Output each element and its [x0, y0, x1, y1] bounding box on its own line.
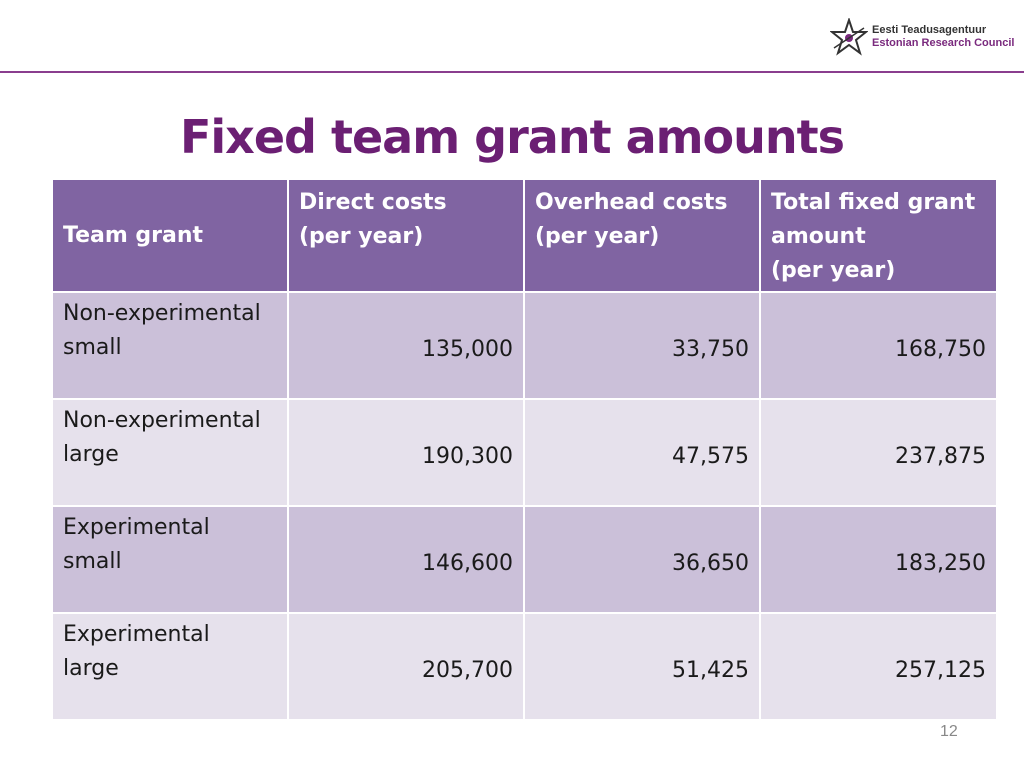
star-emblem-icon [830, 18, 868, 56]
direct-costs-cell: 146,600 [287, 505, 525, 614]
grant-type-line1: Non-experimental [63, 301, 261, 326]
slide-title: Fixed team grant amounts [179, 110, 845, 164]
direct-costs-cell: 135,000 [287, 291, 525, 400]
page-number: 12 [940, 723, 958, 740]
table-row: Experimental small 146,600 36,650 183,25… [51, 505, 998, 614]
grant-type-line1: Non-experimental [63, 408, 261, 433]
grant-type-cell: Non-experimental small [51, 291, 289, 400]
logo-text-estonian: Eesti Teadusagentuur [872, 24, 987, 36]
header-divider [0, 71, 1024, 73]
grant-type-line2: large [63, 656, 119, 681]
total-grant-cell: 168,750 [759, 291, 998, 400]
grant-type-line1: Experimental [63, 515, 210, 540]
table-row: Non-experimental large 190,300 47,575 23… [51, 398, 998, 507]
direct-costs-cell: 190,300 [287, 398, 525, 507]
grant-type-line2: small [63, 335, 122, 360]
header-total-grant: Total fixed grant amount (per year) [759, 178, 998, 293]
header-direct-costs: Direct costs (per year) [287, 178, 525, 293]
table-row: Experimental large 205,700 51,425 257,12… [51, 612, 998, 721]
logo-text-english: Estonian Research Council [872, 37, 1015, 49]
estonian-research-council-logo: Eesti Teadusagentuur Estonian Research C… [830, 18, 1014, 58]
overhead-costs-cell: 51,425 [523, 612, 761, 721]
overhead-costs-cell: 33,750 [523, 291, 761, 400]
direct-costs-cell: 205,700 [287, 612, 525, 721]
grant-amounts-table: Team grant Direct costs (per year) Overh… [51, 178, 998, 721]
grant-type-cell: Non-experimental large [51, 398, 289, 507]
grant-type-line1: Experimental [63, 622, 210, 647]
grant-type-line2: large [63, 442, 119, 467]
header-direct-line1: Direct costs [299, 190, 447, 215]
header-team-grant-label: Team grant [63, 222, 204, 248]
header-overhead-line1: Overhead costs [535, 190, 728, 215]
total-grant-cell: 257,125 [759, 612, 998, 721]
header-team-grant: Team grant [51, 178, 289, 293]
overhead-costs-cell: 47,575 [523, 398, 761, 507]
total-grant-cell: 183,250 [759, 505, 998, 614]
total-grant-cell: 237,875 [759, 398, 998, 507]
grant-type-line2: small [63, 549, 122, 574]
overhead-costs-cell: 36,650 [523, 505, 761, 614]
table-row: Non-experimental small 135,000 33,750 16… [51, 291, 998, 400]
grant-type-cell: Experimental small [51, 505, 289, 614]
grant-type-cell: Experimental large [51, 612, 289, 721]
header-overhead-line2: (per year) [535, 224, 660, 249]
table-header-row: Team grant Direct costs (per year) Overh… [51, 178, 998, 293]
header-total-line3: (per year) [771, 258, 896, 283]
header-overhead-costs: Overhead costs (per year) [523, 178, 761, 293]
header-total-line2: amount [771, 224, 866, 249]
header-direct-line2: (per year) [299, 224, 424, 249]
header-total-line1: Total fixed grant [771, 190, 976, 215]
